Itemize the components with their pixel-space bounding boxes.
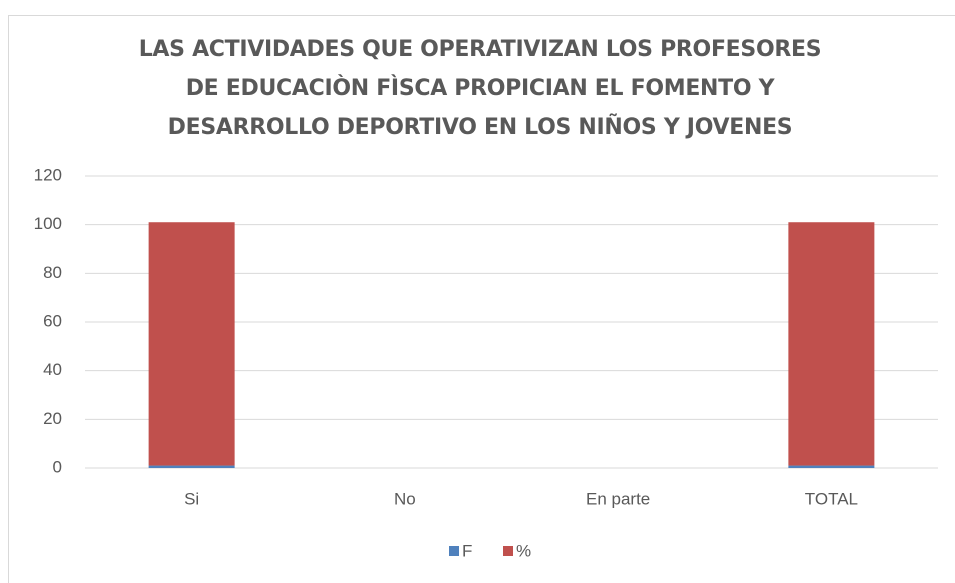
bar <box>788 222 875 466</box>
x-tick-label: TOTAL <box>805 489 858 508</box>
y-tick-label: 120 <box>34 165 62 184</box>
bar <box>148 222 235 466</box>
x-tick-label: En parte <box>586 489 650 508</box>
bar <box>788 465 875 468</box>
legend-swatch <box>503 546 513 556</box>
chart-title: LAS ACTIVIDADES QUE OPERATIVIZAN LOS PRO… <box>138 37 822 140</box>
y-tick-label: 20 <box>43 409 62 428</box>
y-tick-label: 100 <box>34 214 62 233</box>
y-tick-label: 0 <box>53 457 62 476</box>
y-tick-label: 60 <box>43 311 62 330</box>
x-tick-label: Si <box>184 489 199 508</box>
legend-label: F <box>462 541 472 560</box>
y-tick-label: 80 <box>43 263 62 282</box>
legend-label: % <box>516 541 531 560</box>
bar <box>148 465 235 468</box>
legend-swatch <box>449 546 459 556</box>
x-tick-label: No <box>394 489 416 508</box>
y-tick-label: 40 <box>43 360 62 379</box>
